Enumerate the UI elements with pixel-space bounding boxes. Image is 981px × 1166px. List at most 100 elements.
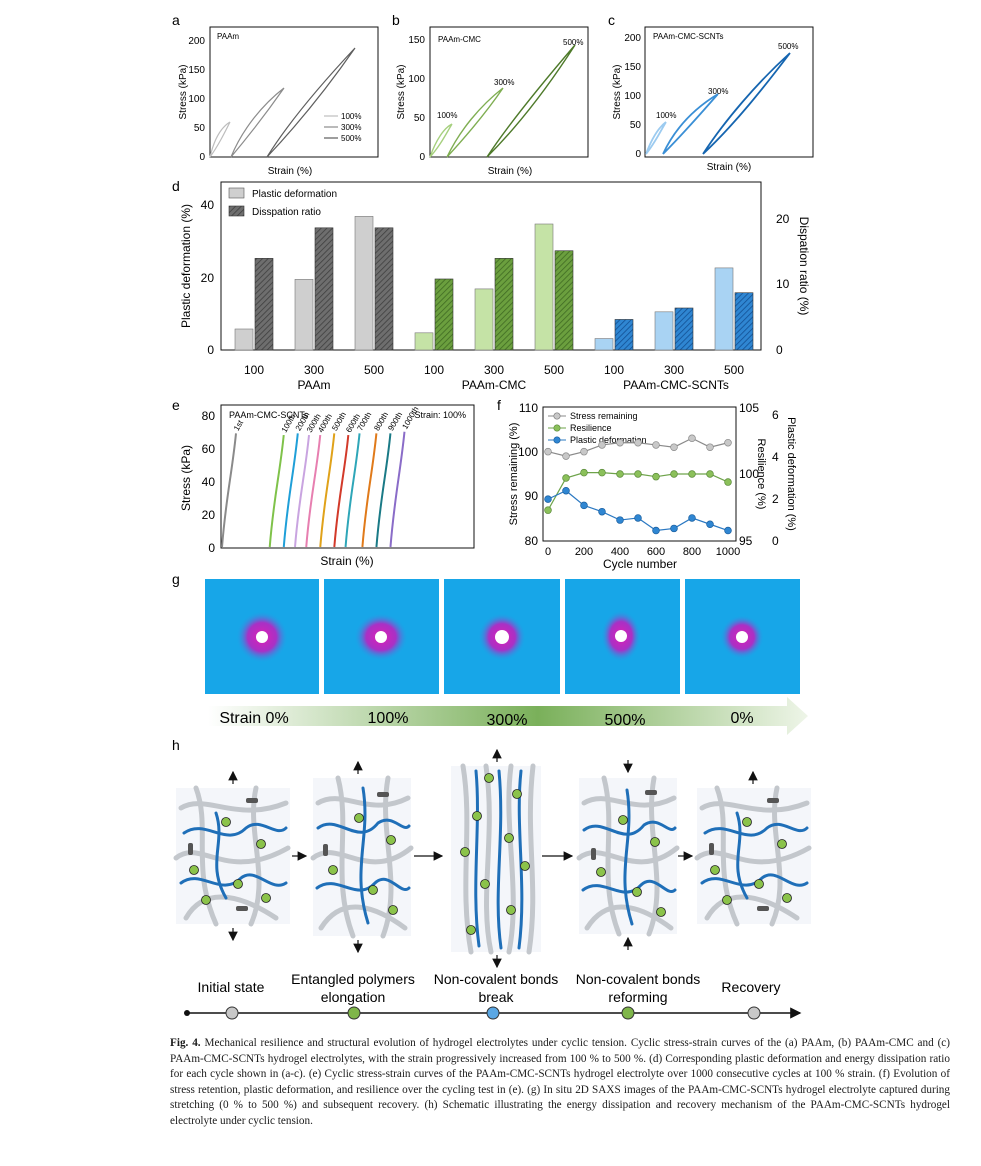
saxs-image <box>444 579 560 694</box>
data-point <box>706 520 714 528</box>
y-tick: 0 <box>199 152 205 163</box>
legend: Plastic deformation Disspation ratio <box>228 187 337 218</box>
y-tick-left: 0 <box>207 343 214 357</box>
stage-label-line2: reforming <box>608 989 667 1005</box>
legend: Stress remaining Resilience Plastic defo… <box>548 411 647 445</box>
bar-dissipation-ratio <box>374 227 394 351</box>
y-tick: 60 <box>202 442 216 456</box>
bar-dissipation-ratio <box>554 250 574 351</box>
group-label: PAAm-CMC-SCNTs <box>623 378 729 392</box>
x-tick: 500 <box>544 363 564 377</box>
x-tick: 200 <box>575 546 593 558</box>
cycle-curve <box>305 434 322 548</box>
cycle-curve <box>221 433 237 548</box>
panel-letter: d <box>172 178 180 194</box>
network-schematic <box>173 785 291 927</box>
plot-frame <box>644 26 814 158</box>
panel-a: a PAAm 0 50 100 150 200 Strain (%) Stres… <box>172 12 379 177</box>
x-tick: 600 <box>647 546 665 558</box>
bar-dissipation-ratio <box>434 278 454 351</box>
y-tick: 150 <box>624 62 641 73</box>
timeline-node <box>747 1006 761 1020</box>
y-tick-right: 20 <box>776 212 790 226</box>
x-tick: 500 <box>724 363 744 377</box>
y-tick: 100 <box>408 74 425 85</box>
y-tick: 0 <box>635 149 641 160</box>
data-point <box>544 506 552 514</box>
data-point <box>670 524 678 533</box>
data-point <box>724 438 732 447</box>
plot-label: PAAm-CMC <box>438 35 481 44</box>
bar-dissipation-ratio <box>734 292 754 351</box>
y-tick: 100 <box>188 94 205 105</box>
data-point <box>580 501 588 510</box>
data-point <box>706 470 714 478</box>
y-axis-label: Stress (kPa) <box>612 64 623 119</box>
panel-letter: e <box>172 397 180 413</box>
y-tick-right2: 2 <box>772 492 779 506</box>
bar-plastic-deformation <box>534 223 554 351</box>
panel-e: e PAAm-CMC-SCNTs Strain: 100% 0 20 40 60… <box>172 397 475 568</box>
strain-label: 100% <box>368 710 409 727</box>
y-tick: 150 <box>188 65 205 76</box>
bar-plastic-deformation <box>414 332 434 351</box>
network-schematic <box>694 785 812 927</box>
data-point <box>652 526 660 535</box>
y-tick-right2: 6 <box>772 408 779 422</box>
saxs-image <box>324 579 439 694</box>
bar-plastic-deformation <box>234 328 254 351</box>
y-ticks: 0 50 100 150 200 <box>188 36 205 163</box>
cycle-curve <box>333 434 350 548</box>
curve-300 <box>662 93 719 155</box>
caption-label: Fig. 4. <box>170 1037 201 1049</box>
curve-500 <box>702 52 791 155</box>
legend-label: Stress remaining <box>570 411 638 421</box>
y-tick: 80 <box>202 409 216 423</box>
cycle-curve <box>361 433 378 548</box>
bar-dissipation-ratio <box>494 258 514 351</box>
timeline-node <box>486 1006 500 1020</box>
bar-plastic-deformation <box>354 216 374 351</box>
curve-500 <box>486 44 576 158</box>
y-axis-label: Stress (kPa) <box>178 64 189 119</box>
cycle-label: 1st <box>232 418 246 432</box>
y-axis-label-left: Stress remaining (%) <box>508 423 520 526</box>
curve-500 <box>266 47 356 158</box>
network-schematic <box>451 763 541 955</box>
timeline-node <box>347 1006 361 1020</box>
annotation: 300% <box>708 87 728 96</box>
strain-label: 500% <box>605 712 646 729</box>
annotation: 500% <box>778 42 798 51</box>
strain-label: 0% <box>730 710 753 727</box>
x-tick: 800 <box>683 546 701 558</box>
x-tick: 100 <box>244 363 264 377</box>
plot-frame <box>220 404 475 549</box>
group-label: PAAm <box>297 378 330 392</box>
y-tick-left: 80 <box>525 534 539 548</box>
strain-label: Strain 0% <box>219 710 288 727</box>
strain-note: Strain: 100% <box>414 410 466 420</box>
y-tick: 0 <box>208 541 215 555</box>
panel-letter: h <box>172 737 180 753</box>
series-line <box>547 472 729 511</box>
panel-letter: a <box>172 12 180 28</box>
cycle-curve <box>294 434 311 548</box>
annotation: 300% <box>494 78 514 87</box>
y-tick-left: 110 <box>519 401 538 415</box>
cycle-curve <box>389 431 406 548</box>
data-point <box>634 514 642 522</box>
strain-label: 300% <box>487 712 528 729</box>
saxs-image <box>685 579 800 694</box>
y-tick: 50 <box>414 113 426 124</box>
bar-dissipation-ratio <box>674 307 694 351</box>
y-tick-left: 20 <box>201 271 215 285</box>
cycle-curve <box>282 433 299 548</box>
bar-series <box>234 216 754 351</box>
x-tick: 300 <box>664 363 684 377</box>
y-tick-right1: 100 <box>739 467 759 481</box>
network-schematic <box>576 775 680 937</box>
bar-dissipation-ratio <box>314 227 334 351</box>
bar-dissipation-ratio <box>254 258 274 351</box>
x-axis-label: Strain (%) <box>488 166 532 177</box>
